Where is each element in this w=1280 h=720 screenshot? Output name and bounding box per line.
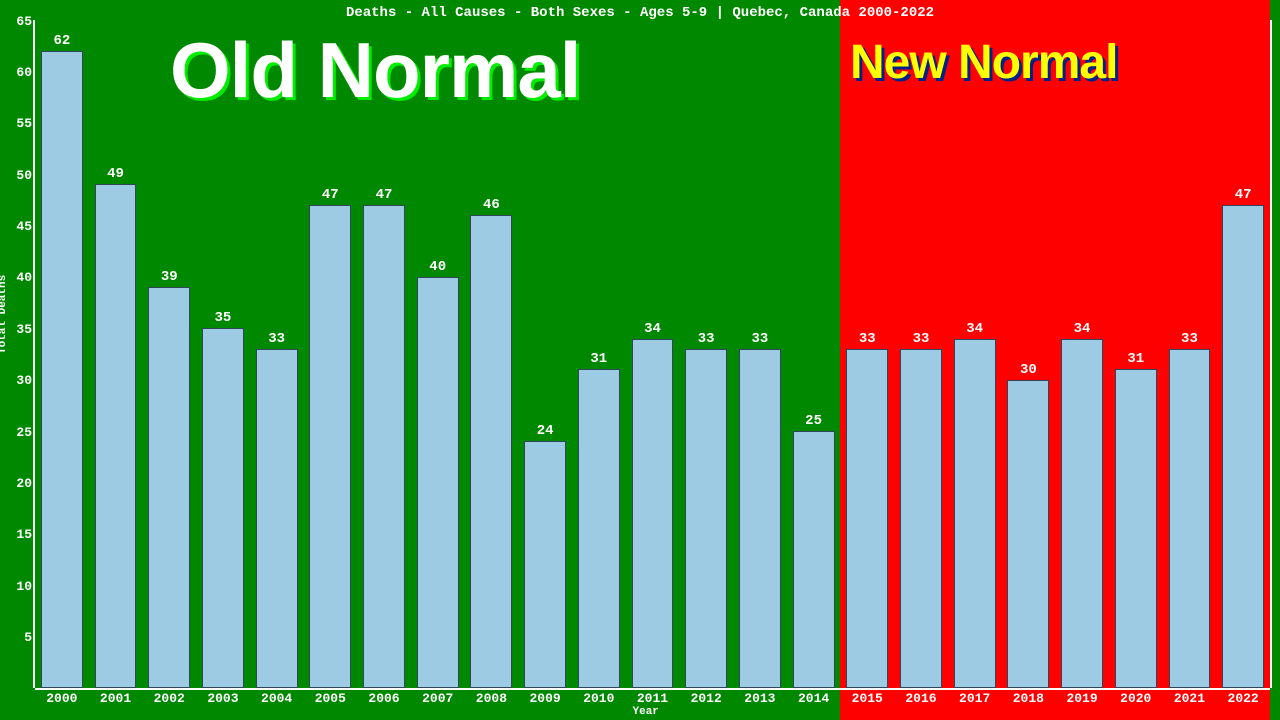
- chart-title: Deaths - All Causes - Both Sexes - Ages …: [0, 5, 1280, 21]
- x-tick-label: 2022: [1216, 691, 1270, 706]
- bar-value-label: 34: [633, 321, 673, 337]
- x-tick-label: 2002: [142, 691, 196, 706]
- bar-value-label: 47: [1223, 187, 1263, 203]
- y-axis-line: [33, 20, 35, 688]
- bar: [1222, 205, 1264, 688]
- bar: [470, 215, 512, 688]
- bar: [739, 349, 781, 688]
- y-tick-label: 10: [16, 579, 32, 594]
- bar: [578, 369, 620, 688]
- bar: [900, 349, 942, 688]
- y-tick-label: 35: [16, 322, 32, 337]
- chart-container: Deaths - All Causes - Both Sexes - Ages …: [0, 0, 1280, 720]
- bar: [95, 184, 137, 688]
- x-tick-label: 2015: [840, 691, 894, 706]
- y-axis-label: Total Deaths: [0, 275, 9, 354]
- x-tick-label: 2000: [35, 691, 89, 706]
- x-tick-label: 2019: [1055, 691, 1109, 706]
- bar: [1007, 380, 1049, 688]
- x-tick-label: 2007: [411, 691, 465, 706]
- bar-value-label: 30: [1008, 362, 1048, 378]
- bar-value-label: 39: [149, 269, 189, 285]
- x-tick-label: 2020: [1109, 691, 1163, 706]
- bar-value-label: 33: [740, 331, 780, 347]
- bar-value-label: 33: [257, 331, 297, 347]
- y-tick-label: 65: [16, 14, 32, 29]
- bar: [1061, 339, 1103, 688]
- bar-value-label: 33: [686, 331, 726, 347]
- bar: [524, 441, 566, 688]
- bar: [417, 277, 459, 688]
- x-tick-label: 2017: [948, 691, 1002, 706]
- y-tick-label: 30: [16, 373, 32, 388]
- bar: [1115, 369, 1157, 688]
- y-tick-label: 50: [16, 168, 32, 183]
- y-tick-label: 5: [24, 630, 32, 645]
- x-tick-label: 2021: [1163, 691, 1217, 706]
- bar-value-label: 31: [1116, 351, 1156, 367]
- bar-value-label: 47: [310, 187, 350, 203]
- bar: [41, 51, 83, 688]
- x-tick-label: 2009: [518, 691, 572, 706]
- bar-value-label: 33: [1169, 331, 1209, 347]
- x-tick-label: 2011: [626, 691, 680, 706]
- bar-value-label: 47: [364, 187, 404, 203]
- bar: [954, 339, 996, 688]
- bar: [202, 328, 244, 688]
- y-tick-label: 45: [16, 219, 32, 234]
- x-tick-label: 2013: [733, 691, 787, 706]
- y-tick-label: 55: [16, 116, 32, 131]
- x-tick-label: 2012: [679, 691, 733, 706]
- x-tick-label: 2010: [572, 691, 626, 706]
- y-axis-line-right: [1270, 20, 1272, 688]
- bar-value-label: 49: [96, 166, 136, 182]
- bar-value-label: 33: [901, 331, 941, 347]
- bar: [1169, 349, 1211, 688]
- bar: [256, 349, 298, 688]
- x-tick-label: 2018: [1002, 691, 1056, 706]
- bar-value-label: 31: [579, 351, 619, 367]
- bar: [793, 431, 835, 688]
- x-axis-label: Year: [633, 706, 659, 718]
- y-tick-label: 25: [16, 425, 32, 440]
- bar: [148, 287, 190, 688]
- bar: [309, 205, 351, 688]
- bar-value-label: 34: [1062, 321, 1102, 337]
- annotation-text: Old Normal: [170, 25, 580, 116]
- y-tick-label: 20: [16, 476, 32, 491]
- x-tick-label: 2006: [357, 691, 411, 706]
- bar-value-label: 46: [471, 197, 511, 213]
- x-tick-label: 2003: [196, 691, 250, 706]
- bar: [846, 349, 888, 688]
- x-tick-label: 2005: [303, 691, 357, 706]
- bar: [632, 339, 674, 688]
- bar-value-label: 33: [847, 331, 887, 347]
- y-tick-label: 60: [16, 65, 32, 80]
- bar-value-label: 62: [42, 33, 82, 49]
- annotation-text: New Normal: [850, 35, 1117, 90]
- bar-value-label: 35: [203, 310, 243, 326]
- bar-value-label: 25: [794, 413, 834, 429]
- bar: [363, 205, 405, 688]
- bar: [685, 349, 727, 688]
- x-tick-label: 2001: [89, 691, 143, 706]
- x-tick-label: 2016: [894, 691, 948, 706]
- x-tick-label: 2014: [787, 691, 841, 706]
- y-tick-label: 40: [16, 270, 32, 285]
- x-tick-label: 2004: [250, 691, 304, 706]
- bar-value-label: 24: [525, 423, 565, 439]
- bar-value-label: 40: [418, 259, 458, 275]
- y-tick-label: 15: [16, 527, 32, 542]
- x-tick-label: 2008: [465, 691, 519, 706]
- bar-value-label: 34: [955, 321, 995, 337]
- x-axis-line: [35, 688, 1270, 690]
